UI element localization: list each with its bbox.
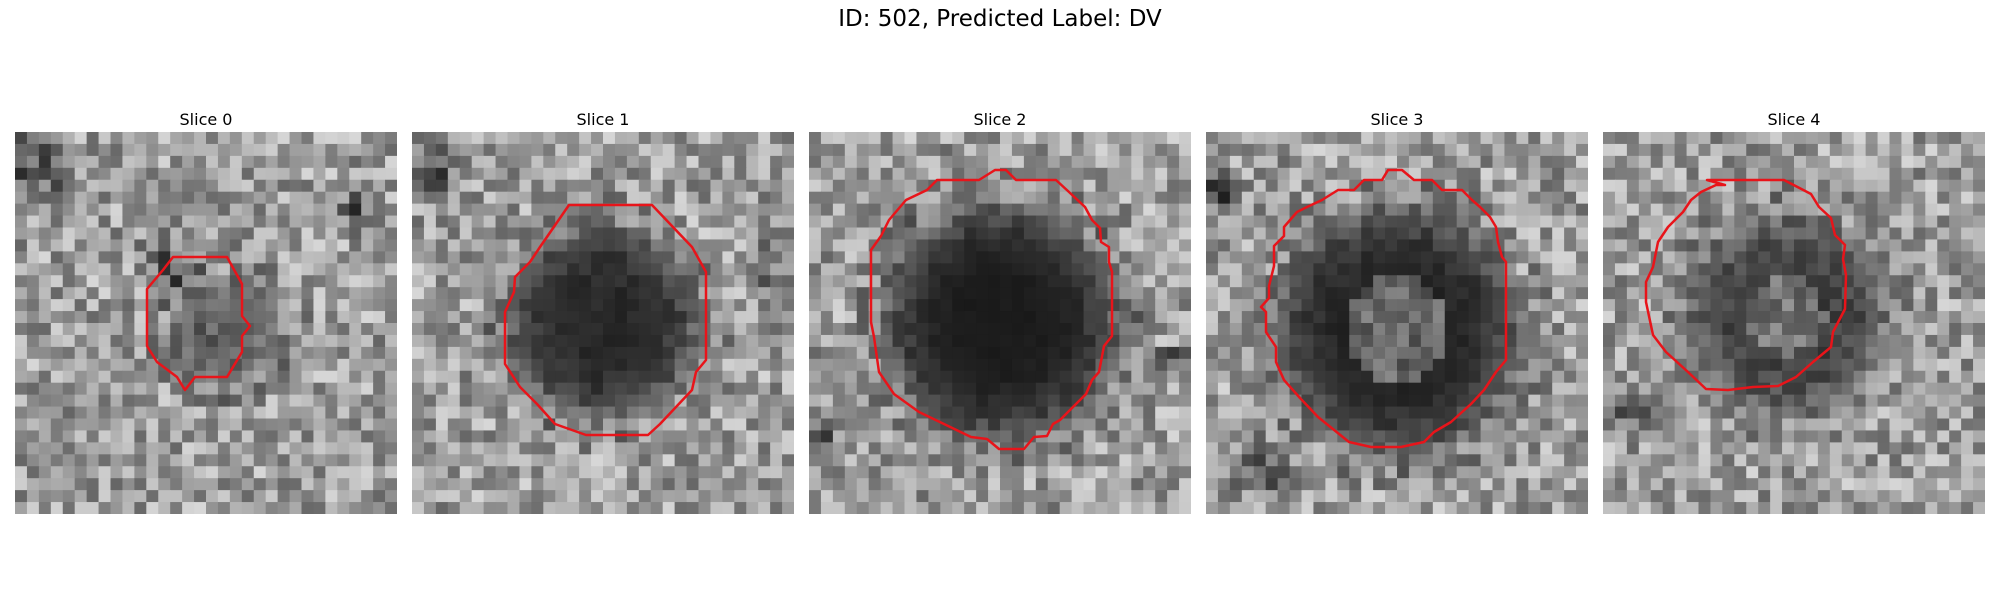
- segmentation-contour: [1644, 178, 1848, 392]
- segmentation-contour: [503, 203, 708, 437]
- slice-2-image: [809, 132, 1191, 514]
- slice-3-image: [1206, 132, 1588, 514]
- slice-0-image: [15, 132, 397, 514]
- slice-title: Slice 0: [179, 110, 233, 129]
- slice-title: Slice 2: [973, 110, 1027, 129]
- slice-title: Slice 4: [1767, 110, 1821, 129]
- slice-1-image: [412, 132, 794, 514]
- segmentation-contour: [145, 255, 252, 392]
- slice-panel: Slice 1: [412, 108, 794, 514]
- slice-title: Slice 1: [576, 110, 630, 129]
- slice-panel: Slice 4: [1603, 108, 1985, 514]
- slice-4-image: [1603, 132, 1985, 514]
- slice-title: Slice 3: [1370, 110, 1424, 129]
- slice-panel: Slice 2: [809, 108, 1191, 514]
- slice-panel: Slice 0: [15, 108, 397, 514]
- slice-panel: Slice 3: [1206, 108, 1588, 514]
- segmentation-contour: [1259, 168, 1508, 449]
- figure-title: ID: 502, Predicted Label: DV: [838, 6, 1162, 32]
- segmentation-contour: [869, 168, 1114, 451]
